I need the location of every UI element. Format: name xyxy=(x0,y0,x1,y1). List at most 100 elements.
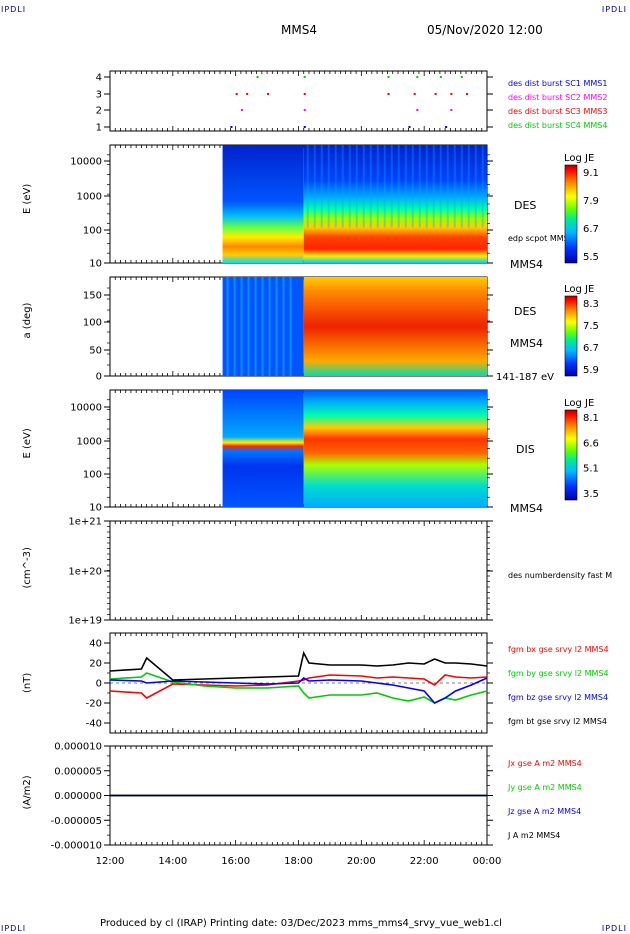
burst-mark xyxy=(413,93,416,95)
corner-label-bottom-left: IPDLI xyxy=(1,924,27,933)
corner-label-bottom-right: IPDLI xyxy=(601,924,627,933)
current-panel-ytick-label: 0.000005 xyxy=(54,766,102,777)
des-pitch-colorbar-tick: 5.9 xyxy=(583,365,599,376)
des-energy-stripe xyxy=(320,145,323,228)
des-energy-stripe xyxy=(467,145,470,228)
dis-energy-panel-ytick-label: 10000 xyxy=(70,403,102,414)
des-energy-stripe xyxy=(439,145,442,228)
des-energy-stripe xyxy=(397,145,400,228)
des-pitch-colorbar-title: Log JE xyxy=(564,284,594,295)
density-panel-frame xyxy=(109,520,488,621)
density-ylabel: (cm^-3) xyxy=(22,547,33,588)
dis-energy-colorbar-tick: 5.1 xyxy=(583,464,599,475)
des-energy-spectrogram-post xyxy=(303,145,487,263)
des-energy-stripe xyxy=(327,145,330,228)
dis-energy-panel-ytick-label: 100 xyxy=(83,470,102,481)
dis-energy-sc-label: MMS4 xyxy=(510,502,543,515)
burst-legend-entry: des dist burst SC3 MMS3 xyxy=(508,107,607,116)
des-energy-stripe xyxy=(460,145,463,228)
des-pitch-stripe xyxy=(268,277,271,376)
dis-energy-ylabel: E (eV) xyxy=(22,428,33,458)
current-ylabel: (A/m2) xyxy=(22,775,33,809)
des-pitch-label: DES xyxy=(514,305,536,318)
des-energy-colorbar-tick: 6.7 xyxy=(583,224,599,235)
bfield-panel-ytick-label: -20 xyxy=(86,699,102,710)
bfield-legend-entry: fgm bz gse srvy l2 MMS4 xyxy=(508,693,608,702)
des-energy-ylabel: E (eV) xyxy=(22,184,33,214)
des-energy-panel-ytick-label: 10 xyxy=(89,259,102,270)
des-energy-stripe xyxy=(313,145,316,228)
dis-energy-spectrogram-pre xyxy=(222,390,304,507)
dis-energy-colorbar-tick: 8.1 xyxy=(583,413,599,424)
bfield-legend-entry: fgm bt gse srvy l2 MMS4 xyxy=(508,717,607,726)
burst-mark xyxy=(445,126,448,128)
bfield-legend-entry: fgm by gse srvy l2 MMS4 xyxy=(508,669,609,678)
des-pitch-colorbar-tick: 8.3 xyxy=(583,299,599,310)
des-energy-stripe xyxy=(355,145,358,228)
des-energy-colorbar-tick: 9.1 xyxy=(583,168,599,179)
des-energy-stripe xyxy=(334,145,337,228)
bfield-series-line xyxy=(109,650,488,681)
burst-panel-ytick-label: 1 xyxy=(96,123,102,134)
burst-mark xyxy=(387,76,390,78)
des-energy-panel-ytick-label: 1000 xyxy=(77,192,102,203)
time-axis-tick-label: 14:00 xyxy=(158,856,187,867)
burst-mark xyxy=(230,126,233,128)
des-energy-stripe xyxy=(390,145,393,228)
burst-mark xyxy=(267,93,270,95)
des-pitch-stripe xyxy=(261,277,264,376)
des-energy-stripe xyxy=(348,145,351,228)
time-axis-tick-label: 12:00 xyxy=(96,856,125,867)
des-energy-stripe xyxy=(369,145,372,228)
burst-mark xyxy=(240,109,243,111)
des-energy-stripe xyxy=(383,145,386,228)
burst-mark xyxy=(303,76,306,78)
burst-mark xyxy=(303,126,306,128)
spacecraft-title: MMS4 xyxy=(281,23,317,37)
des-pitch-ylabel: a (deg) xyxy=(22,302,33,338)
dis-energy-spectrogram-post xyxy=(303,390,487,507)
burst-panel-ytick-label: 4 xyxy=(96,73,102,84)
des-pitch-panel-ytick-label: 50 xyxy=(89,346,102,357)
des-pitch-spectrogram-post xyxy=(303,277,487,376)
des-energy-colorbar xyxy=(564,164,578,264)
des-pitch-stripe xyxy=(247,277,250,376)
burst-legend-entry: des dist burst SC2 MMS2 xyxy=(508,93,607,102)
dis-energy-colorbar xyxy=(564,409,578,501)
corner-label-top-right: IPDLI xyxy=(601,5,627,14)
dis-energy-panel-ytick-label: 10 xyxy=(89,503,102,514)
corner-label-top-left: IPDLI xyxy=(1,5,27,14)
des-energy-label: DES xyxy=(514,199,536,212)
footer-credits: Produced by cl (IRAP) Printing date: 03/… xyxy=(100,918,502,929)
des-energy-stripe xyxy=(453,145,456,228)
bfield-panel-ytick-label: 40 xyxy=(89,639,102,650)
density-panel-ytick-label: 1e+21 xyxy=(68,517,102,528)
des-energy-stripe xyxy=(432,145,435,228)
bfield-legend-entry: fgm bx gse srvy l2 MMS4 xyxy=(508,645,609,654)
dis-energy-panel-ytick-label: 1000 xyxy=(77,437,102,448)
des-energy-stripe xyxy=(362,145,365,228)
burst-mark xyxy=(450,93,453,95)
time-axis-tick-label: 20:00 xyxy=(347,856,376,867)
current-legend-entry: Jy gse A m2 MMS4 xyxy=(507,783,582,792)
des-energy-stripe xyxy=(474,145,477,228)
burst-mark xyxy=(460,76,463,78)
des-pitch-stripe xyxy=(254,277,257,376)
des-energy-colorbar-tick: 7.9 xyxy=(583,196,599,207)
des-energy-stripe xyxy=(411,145,414,228)
time-axis-tick-label: 18:00 xyxy=(284,856,313,867)
current-panel-ytick-label: -0.000010 xyxy=(51,841,102,852)
time-axis-tick-label: 22:00 xyxy=(410,856,439,867)
des-pitch-panel-ytick-label: 150 xyxy=(83,291,102,302)
bfield-series-line xyxy=(109,677,488,704)
burst-legend-entry: des dist burst SC4 MMS4 xyxy=(508,121,607,130)
burst-mark xyxy=(408,126,411,128)
bfield-panel-ytick-label: -40 xyxy=(86,719,102,730)
time-axis-tick-label: 00:00 xyxy=(473,856,502,867)
des-energy-colorbar-tick: 5.5 xyxy=(583,252,599,263)
burst-mark xyxy=(439,76,442,78)
des-energy-sc-label: MMS4 xyxy=(510,258,543,271)
burst-mark xyxy=(416,109,419,111)
burst-mark xyxy=(246,93,249,95)
bfield-series-line xyxy=(109,674,488,699)
